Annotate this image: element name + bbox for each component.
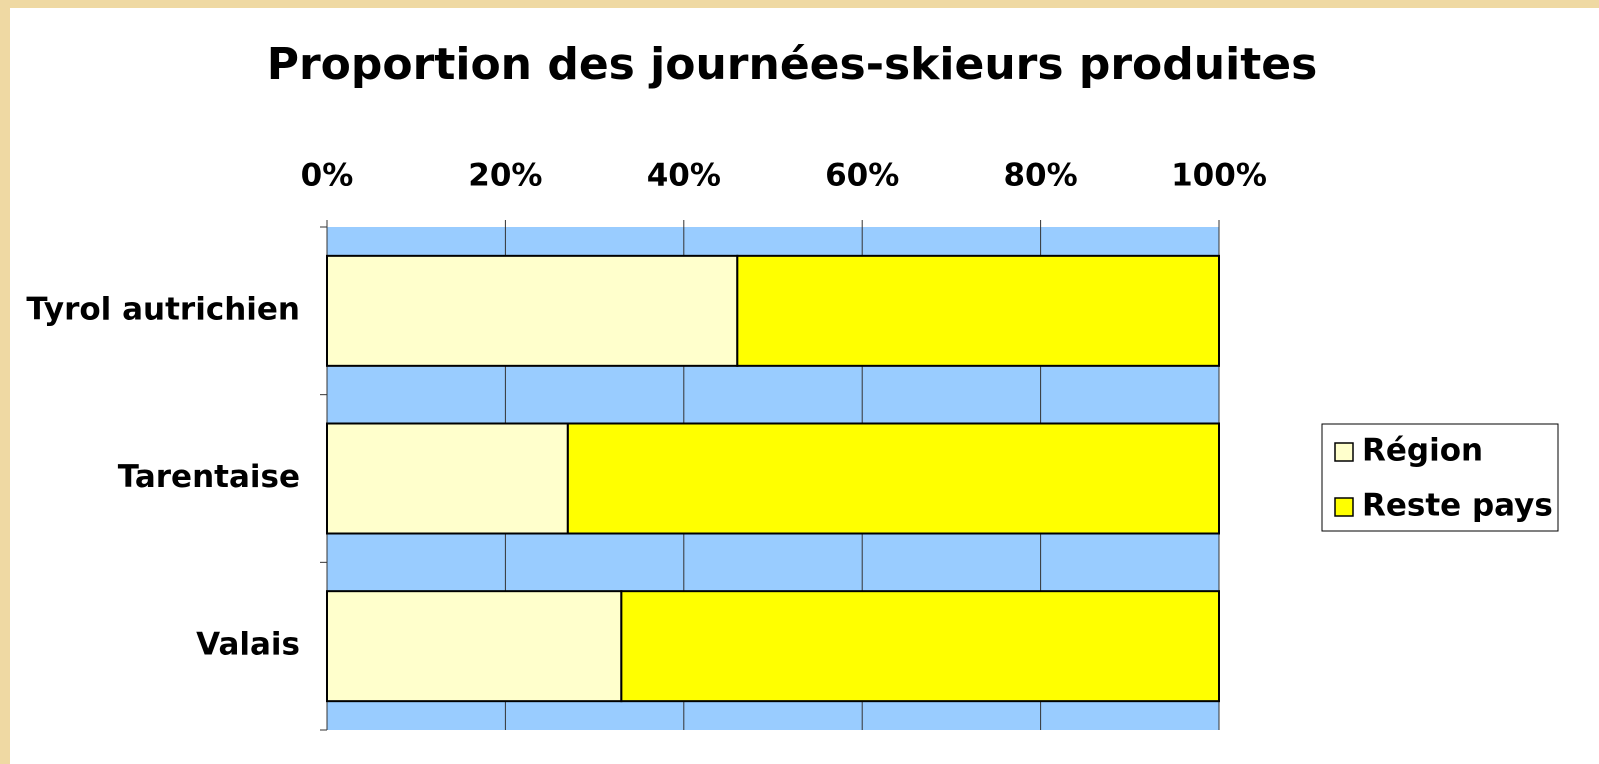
y-tick-label: Tyrol autrichien <box>26 291 300 327</box>
y-tick-label: Tarentaise <box>118 459 300 495</box>
legend-label: Reste pays <box>1362 488 1553 524</box>
legend-swatch <box>1334 442 1354 462</box>
x-tick-label: 20% <box>468 158 542 194</box>
bar-segment <box>736 254 1220 367</box>
legend-label: Région <box>1362 433 1483 469</box>
x-tick-label: 60% <box>825 158 899 194</box>
x-tick-label: 100% <box>1171 158 1267 194</box>
bar-segment <box>620 590 1220 703</box>
legend-box <box>1321 423 1559 532</box>
bar-segment <box>566 422 1220 535</box>
chart-title: Proportion des journées-skieurs produite… <box>267 39 1318 90</box>
bar-segment <box>326 422 569 535</box>
y-tick-label: Valais <box>196 627 300 663</box>
x-tick-label: 0% <box>301 158 354 194</box>
x-tick-label: 80% <box>1003 158 1077 194</box>
legend-swatch <box>1334 497 1354 517</box>
bar-segment <box>326 254 739 367</box>
bar-segment <box>326 590 623 703</box>
x-tick-label: 40% <box>647 158 721 194</box>
